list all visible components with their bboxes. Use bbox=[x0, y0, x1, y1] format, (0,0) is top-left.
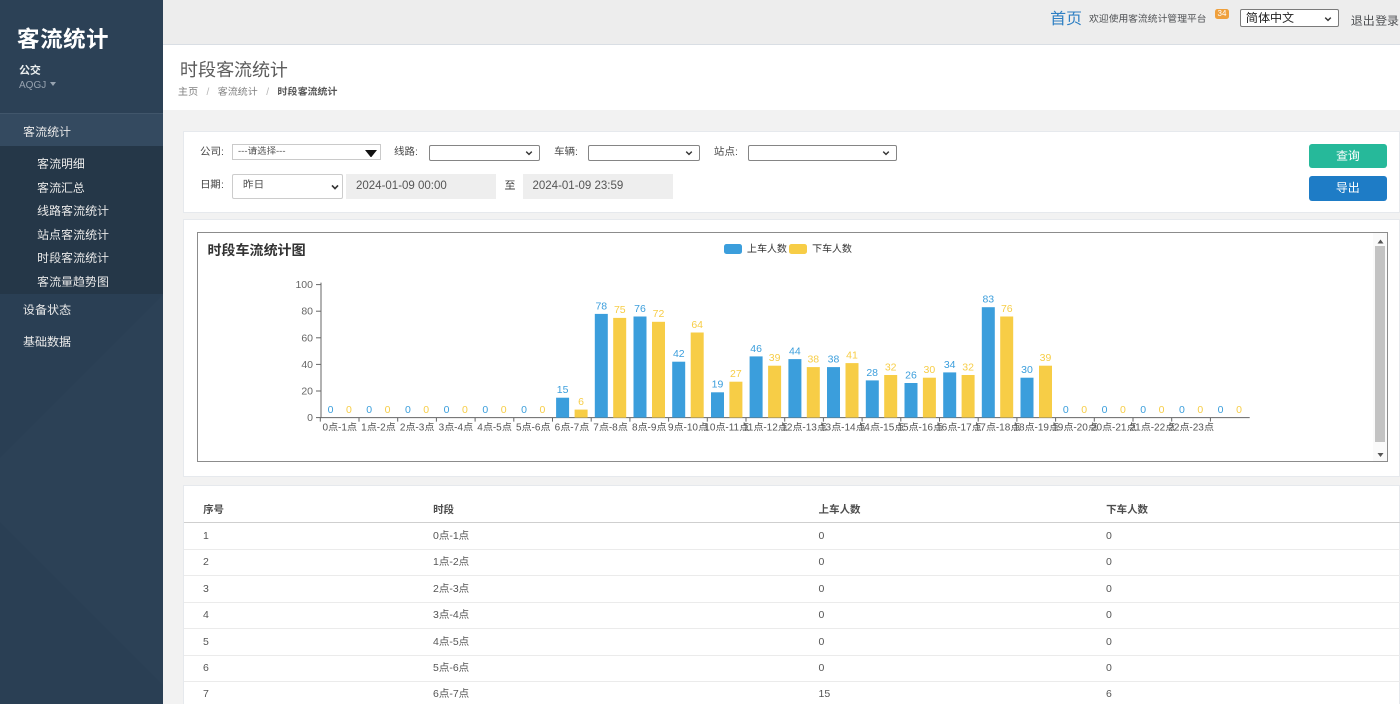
svg-text:39: 39 bbox=[769, 352, 781, 364]
svg-text:0: 0 bbox=[1197, 404, 1203, 416]
svg-text:64: 64 bbox=[691, 319, 703, 331]
svg-text:40: 40 bbox=[301, 359, 313, 371]
svg-text:3点-4点: 3点-4点 bbox=[439, 423, 473, 434]
svg-text:8点-9点: 8点-9点 bbox=[632, 423, 666, 434]
svg-text:0: 0 bbox=[1179, 404, 1185, 416]
svg-text:2点-3点: 2点-3点 bbox=[400, 423, 434, 434]
svg-text:0: 0 bbox=[482, 404, 488, 416]
svg-text:0: 0 bbox=[366, 404, 372, 416]
svg-text:0: 0 bbox=[328, 404, 334, 416]
svg-text:0: 0 bbox=[405, 404, 411, 416]
svg-text:41: 41 bbox=[846, 350, 858, 362]
svg-text:60: 60 bbox=[301, 332, 313, 344]
svg-text:7点-8点: 7点-8点 bbox=[593, 423, 627, 434]
svg-text:13点-14点: 13点-14点 bbox=[820, 423, 866, 434]
svg-text:20点-21点: 20点-21点 bbox=[1091, 423, 1137, 434]
svg-text:39: 39 bbox=[1040, 352, 1052, 364]
svg-text:11点-12点: 11点-12点 bbox=[743, 423, 788, 434]
svg-text:0: 0 bbox=[539, 404, 545, 416]
svg-text:20: 20 bbox=[301, 386, 313, 398]
svg-text:19: 19 bbox=[712, 379, 724, 391]
svg-text:38: 38 bbox=[807, 354, 819, 366]
svg-text:12点-13点: 12点-13点 bbox=[781, 423, 827, 434]
svg-text:76: 76 bbox=[634, 303, 646, 315]
svg-text:46: 46 bbox=[750, 343, 762, 355]
svg-text:0: 0 bbox=[423, 404, 429, 416]
svg-text:78: 78 bbox=[595, 300, 607, 312]
svg-text:30: 30 bbox=[1021, 364, 1033, 376]
svg-text:4点-5点: 4点-5点 bbox=[477, 423, 511, 434]
svg-text:0: 0 bbox=[1063, 404, 1069, 416]
svg-text:5点-6点: 5点-6点 bbox=[516, 423, 550, 434]
svg-text:9点-10点: 9点-10点 bbox=[668, 423, 708, 434]
svg-text:19点-20点: 19点-20点 bbox=[1052, 423, 1098, 434]
svg-text:32: 32 bbox=[962, 361, 974, 373]
svg-text:17点-18点: 17点-18点 bbox=[975, 423, 1021, 434]
svg-text:0: 0 bbox=[444, 404, 450, 416]
svg-text:22点-23点: 22点-23点 bbox=[1168, 423, 1214, 434]
svg-text:30: 30 bbox=[924, 364, 936, 376]
svg-text:6: 6 bbox=[578, 396, 584, 408]
svg-text:0: 0 bbox=[1081, 404, 1087, 416]
svg-text:26: 26 bbox=[905, 369, 917, 381]
svg-text:18点-19点: 18点-19点 bbox=[1013, 423, 1059, 434]
svg-text:0: 0 bbox=[1120, 404, 1126, 416]
svg-text:27: 27 bbox=[730, 368, 742, 380]
svg-text:0: 0 bbox=[385, 404, 391, 416]
svg-text:21点-22点: 21点-22点 bbox=[1130, 423, 1176, 434]
svg-text:80: 80 bbox=[301, 306, 313, 318]
svg-text:0点-1点: 0点-1点 bbox=[322, 423, 356, 434]
svg-text:100: 100 bbox=[295, 279, 313, 291]
svg-text:76: 76 bbox=[1001, 303, 1013, 315]
svg-text:34: 34 bbox=[944, 359, 956, 371]
svg-text:16点-17点: 16点-17点 bbox=[936, 423, 982, 434]
svg-text:0: 0 bbox=[501, 404, 507, 416]
svg-text:0: 0 bbox=[462, 404, 468, 416]
svg-text:72: 72 bbox=[653, 308, 665, 320]
svg-text:42: 42 bbox=[673, 348, 685, 360]
svg-text:15点-16点: 15点-16点 bbox=[897, 423, 943, 434]
svg-text:83: 83 bbox=[982, 294, 994, 306]
svg-text:38: 38 bbox=[828, 354, 840, 366]
svg-text:0: 0 bbox=[307, 412, 313, 424]
svg-text:14点-15点: 14点-15点 bbox=[859, 423, 905, 434]
svg-text:15: 15 bbox=[557, 384, 569, 396]
svg-text:0: 0 bbox=[521, 404, 527, 416]
svg-text:0: 0 bbox=[1159, 404, 1165, 416]
svg-text:0: 0 bbox=[1140, 404, 1146, 416]
svg-text:6点-7点: 6点-7点 bbox=[555, 423, 589, 434]
svg-text:44: 44 bbox=[789, 346, 801, 358]
svg-text:1点-2点: 1点-2点 bbox=[361, 423, 395, 434]
svg-text:0: 0 bbox=[1218, 404, 1224, 416]
svg-text:0: 0 bbox=[1236, 404, 1242, 416]
svg-text:0: 0 bbox=[346, 404, 352, 416]
svg-text:0: 0 bbox=[1102, 404, 1108, 416]
svg-text:28: 28 bbox=[866, 367, 878, 379]
svg-text:10点-11点: 10点-11点 bbox=[704, 423, 749, 434]
svg-text:75: 75 bbox=[614, 304, 626, 316]
svg-text:32: 32 bbox=[885, 361, 897, 373]
